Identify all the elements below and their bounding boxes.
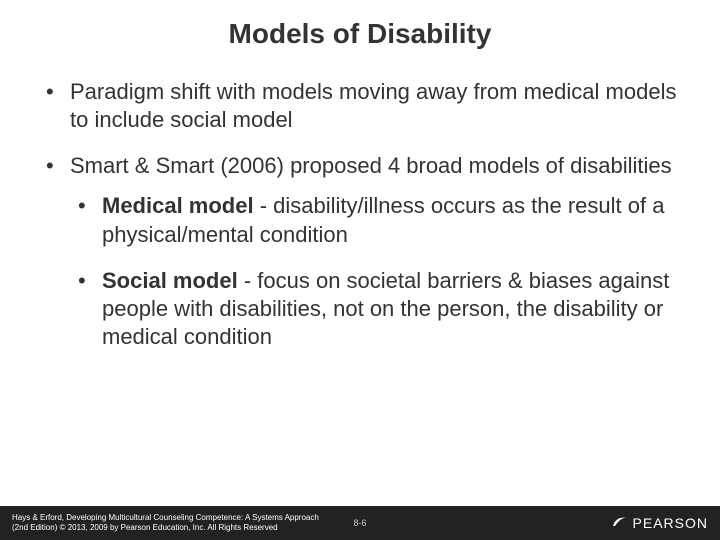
bullet-list: Paradigm shift with models moving away f… (40, 78, 680, 351)
footer-page-number: 8-6 (353, 518, 366, 528)
bullet-item: Smart & Smart (2006) proposed 4 broad mo… (40, 152, 680, 351)
bullet-text: Smart & Smart (2006) proposed 4 broad mo… (70, 153, 672, 178)
pearson-logo-text: PEARSON (633, 515, 708, 531)
sub-bullet-list: Medical model - disability/illness occur… (70, 192, 680, 351)
footer-citation-line1: Hays & Erford, Developing Multicultural … (12, 513, 611, 523)
footer-bar: Hays & Erford, Developing Multicultural … (0, 506, 720, 540)
pearson-logo: PEARSON (611, 512, 708, 535)
slide: Models of Disability Paradigm shift with… (0, 0, 720, 540)
slide-title: Models of Disability (40, 18, 680, 50)
pearson-swoosh-icon (611, 512, 629, 535)
sub-bullet-bold: Medical model (102, 193, 254, 218)
bullet-text: Paradigm shift with models moving away f… (70, 79, 676, 132)
bullet-item: Paradigm shift with models moving away f… (40, 78, 680, 134)
sub-bullet-item: Social model - focus on societal barrier… (70, 267, 680, 351)
footer-citation: Hays & Erford, Developing Multicultural … (12, 513, 611, 533)
footer-citation-line2: (2nd Edition) © 2013, 2009 by Pearson Ed… (12, 523, 611, 533)
sub-bullet-bold: Social model (102, 268, 238, 293)
sub-bullet-item: Medical model - disability/illness occur… (70, 192, 680, 248)
